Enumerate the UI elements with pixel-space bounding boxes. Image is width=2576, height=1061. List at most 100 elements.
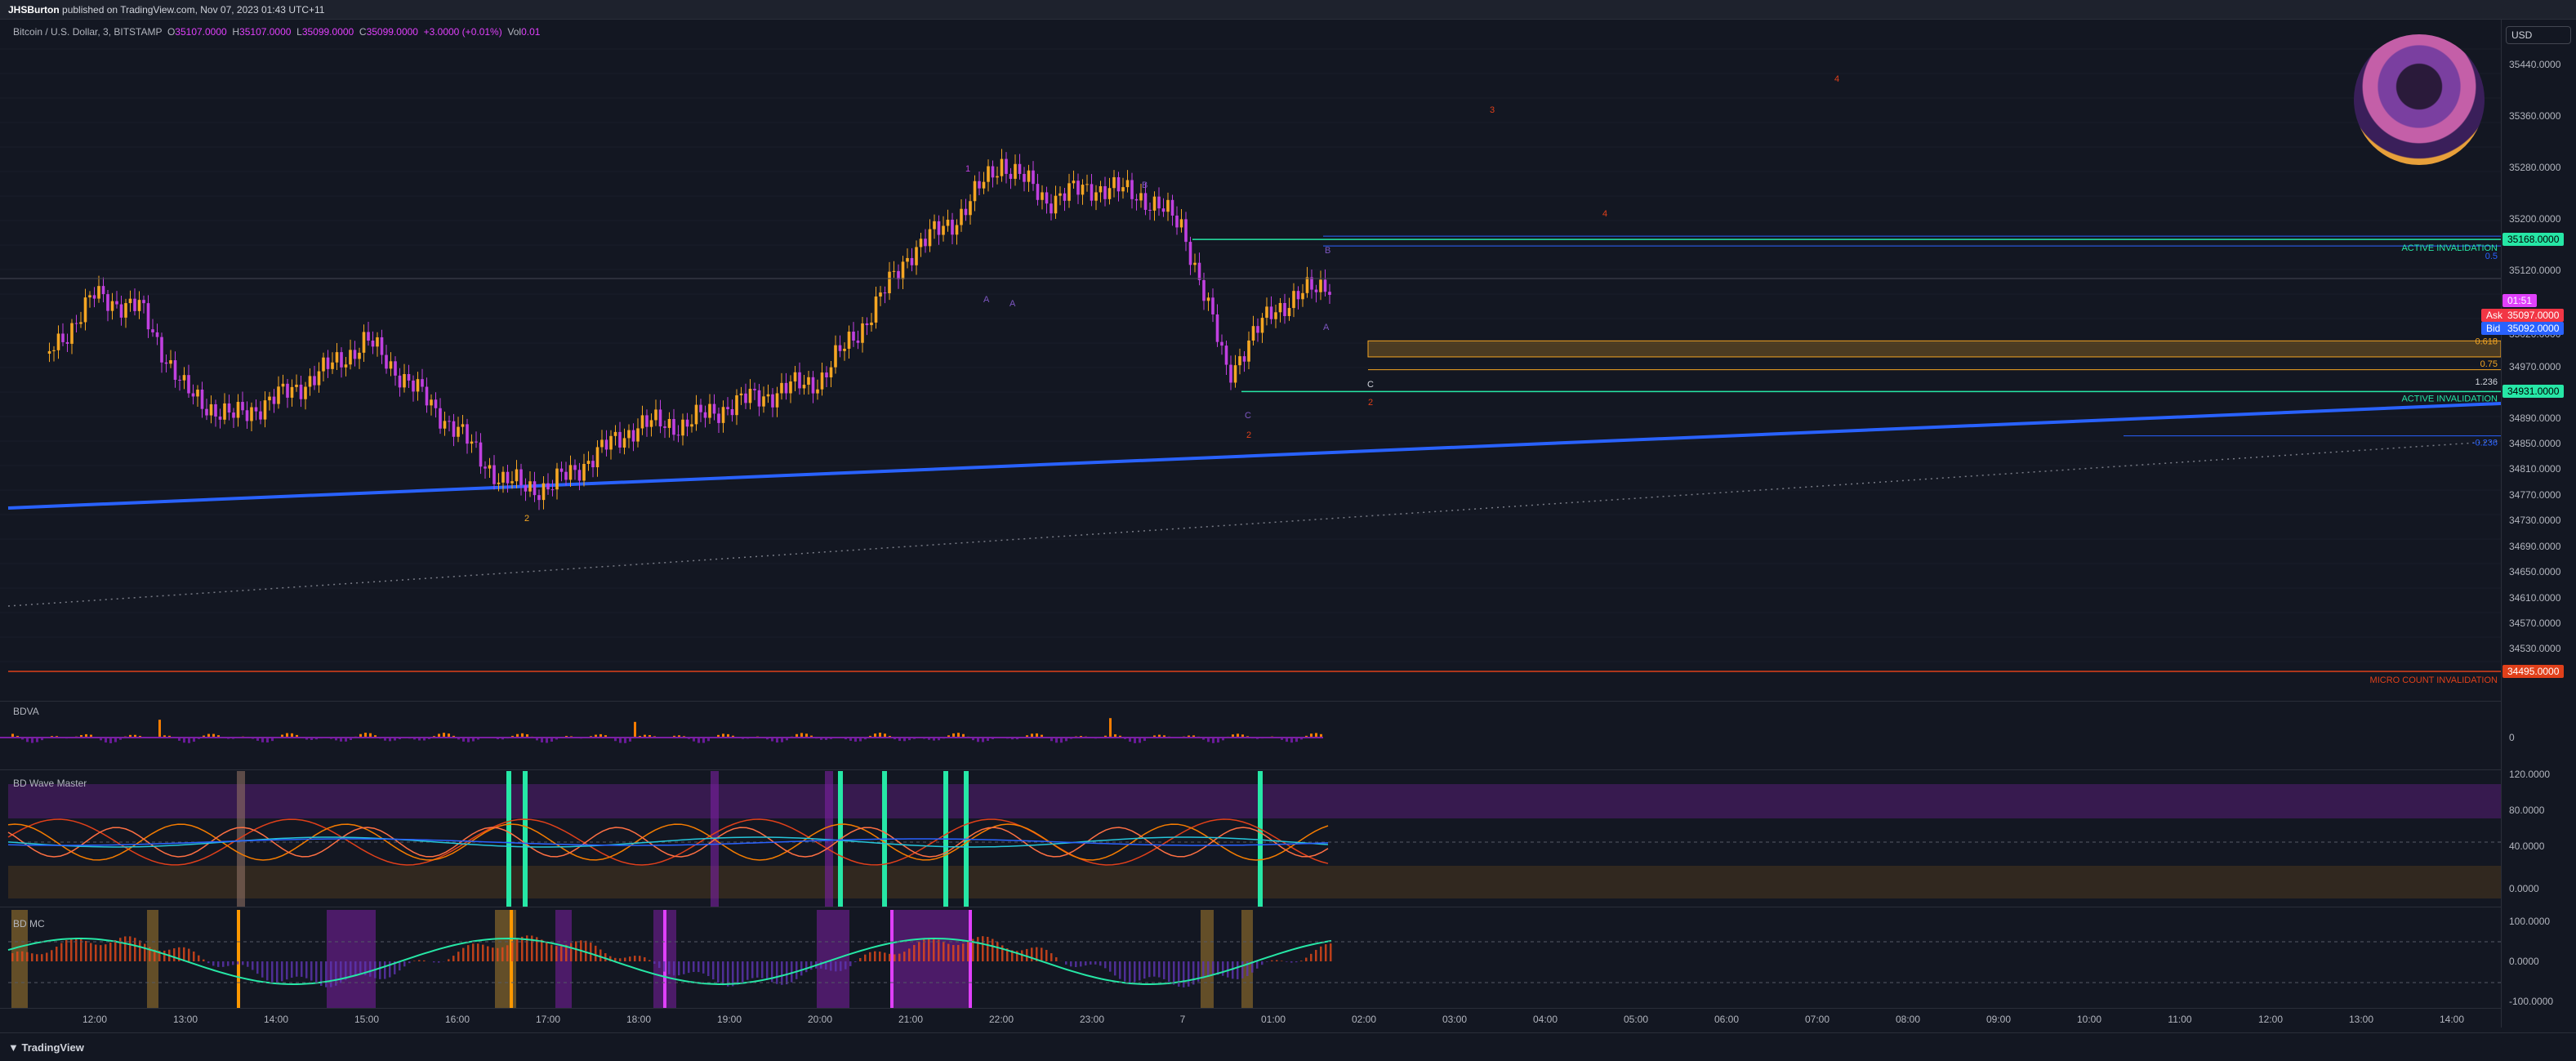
- bdmc-histogram-bar: [697, 961, 700, 973]
- candle-body: [1224, 345, 1228, 365]
- bdmc-histogram-bar: [644, 956, 646, 961]
- bdmc-histogram-bar: [207, 961, 210, 964]
- pane-divider[interactable]: [0, 701, 2501, 702]
- indicator-tick-label: 0.0000: [2509, 956, 2539, 967]
- tradingview-icon: ▼: [8, 1041, 22, 1054]
- candle-body: [546, 483, 550, 490]
- candle-body: [577, 470, 582, 481]
- bdva-bar: [291, 733, 293, 738]
- currency-button[interactable]: USD: [2506, 26, 2571, 44]
- bdmc-histogram-bar: [408, 961, 411, 964]
- bdmc-histogram-bar: [599, 949, 602, 961]
- bdmc-histogram-bar: [693, 961, 695, 972]
- candle-body: [1099, 185, 1103, 193]
- publisher-name[interactable]: JHSBurton: [8, 4, 60, 16]
- indicator-tick-label: 120.0000: [2509, 769, 2551, 780]
- bdmc-histogram-bar: [889, 953, 891, 961]
- time-tick-label: 13:00: [172, 1014, 198, 1025]
- price-tag: Bid: [2481, 322, 2506, 335]
- wave-label: C: [1367, 380, 1374, 390]
- wave-zone-bar: [237, 771, 245, 907]
- bdmc-histogram-bar: [825, 961, 827, 970]
- bdmc-histogram-bar: [1065, 961, 1067, 965]
- bdmc-histogram-bar: [688, 961, 690, 974]
- bdmc-histogram-bar: [683, 961, 685, 974]
- bdmc-histogram-bar: [653, 961, 656, 965]
- bdva-bar: [501, 738, 504, 740]
- candle-body: [1045, 192, 1049, 204]
- bdmc-histogram-bar: [884, 952, 886, 961]
- candle-body: [1206, 297, 1210, 301]
- wave-master-pane-label[interactable]: BD Wave Master: [13, 778, 87, 789]
- candle-body: [245, 410, 249, 421]
- candle-body: [861, 323, 864, 343]
- published-text: published on TradingView.com, Nov 07, 20…: [62, 4, 325, 16]
- candle-body: [645, 415, 648, 427]
- open-value: 35107.0000: [175, 26, 227, 38]
- symbol-title[interactable]: Bitcoin / U.S. Dollar, 3, BITSTAMP: [13, 26, 163, 38]
- bdva-bar: [178, 738, 180, 741]
- bdmc-histogram-bar: [546, 942, 548, 961]
- bdmc-histogram-bar: [330, 961, 332, 987]
- pane-divider[interactable]: [0, 769, 2501, 770]
- candle-body: [537, 495, 541, 501]
- candle-body: [771, 394, 774, 408]
- bdva-bar: [1143, 738, 1146, 742]
- bdmc-histogram-bar: [859, 957, 862, 961]
- bdmc-histogram-bar: [786, 961, 788, 985]
- wave-signal-bar: [1258, 771, 1263, 907]
- bdva-bar: [727, 733, 729, 738]
- candle-body: [1211, 297, 1214, 314]
- candle-body: [331, 362, 334, 369]
- bdmc-histogram-bar: [1202, 961, 1205, 979]
- candle-body: [1323, 279, 1327, 292]
- candle-body: [955, 225, 959, 235]
- bdva-bar: [1114, 734, 1116, 738]
- bdva-bar: [707, 738, 710, 742]
- candle-body: [1103, 185, 1107, 199]
- bdmc-histogram-bar: [879, 952, 881, 961]
- footer-bar: ▼ TradingView: [0, 1032, 2576, 1061]
- price-axis[interactable]: [2501, 20, 2576, 1028]
- bdva-bar: [933, 738, 935, 741]
- candle-body: [335, 352, 339, 363]
- vol-label: Vol: [507, 26, 522, 38]
- candle-body: [1009, 173, 1013, 179]
- bdva-bar: [546, 738, 548, 743]
- candle-body: [604, 439, 608, 450]
- candle-body: [1269, 306, 1273, 319]
- tradingview-logo[interactable]: ▼ TradingView: [8, 1041, 84, 1054]
- active-invalidation-bottom-label: ACTIVE INVALIDATION: [2401, 394, 2498, 403]
- bdmc-histogram-bar: [962, 943, 965, 961]
- candle-body: [52, 350, 56, 351]
- bdva-pane-label[interactable]: BDVA: [13, 706, 39, 717]
- bdmc-histogram-bar: [129, 936, 131, 961]
- bdmc-histogram-bar: [869, 952, 871, 961]
- bdva-bar: [207, 733, 210, 738]
- bdmc-histogram-bar: [947, 943, 950, 961]
- candle-body: [173, 360, 177, 380]
- wave-label: 2: [524, 514, 529, 524]
- bdmc-histogram-bar: [301, 961, 303, 977]
- bdva-bar: [702, 738, 705, 743]
- bdmc-pane-label[interactable]: BD MC: [13, 918, 45, 929]
- wave-zone-bar: [825, 771, 833, 907]
- candle-body: [1292, 291, 1295, 309]
- bdva-bar: [987, 738, 989, 742]
- bdva-bar: [477, 738, 479, 740]
- candle-body: [196, 390, 199, 397]
- candle-body: [128, 298, 132, 304]
- bdmc-histogram-bar: [477, 943, 479, 961]
- candle-body: [349, 350, 352, 365]
- candle-body: [685, 419, 689, 427]
- bdmc-histogram-bar: [462, 947, 465, 961]
- price-tick-label: 34530.0000: [2509, 643, 2561, 655]
- bdmc-histogram-bar: [1124, 961, 1126, 982]
- candle-body: [811, 377, 815, 394]
- bdmc-histogram-bar: [1163, 961, 1165, 979]
- bdva-bar: [1320, 733, 1322, 738]
- candle-body: [358, 352, 361, 359]
- candle-body: [816, 389, 819, 394]
- time-axis[interactable]: [0, 1008, 2501, 1032]
